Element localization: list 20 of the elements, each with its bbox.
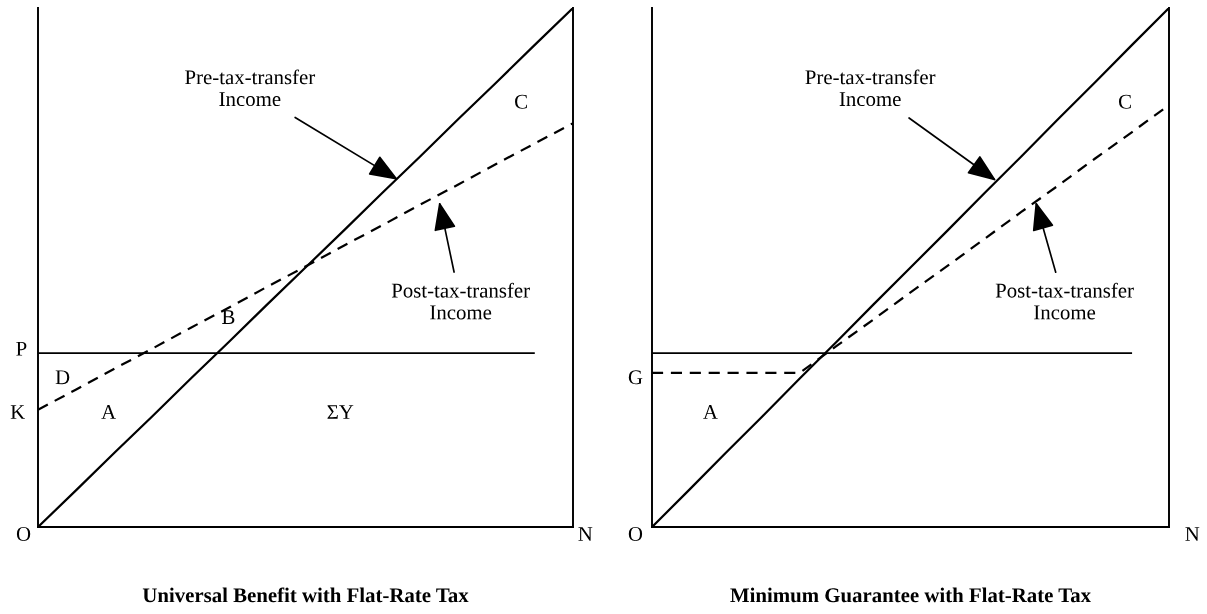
text: O xyxy=(16,527,31,542)
annotation: A xyxy=(703,405,718,419)
annotation: C xyxy=(515,94,527,109)
text: Universal Benefit with Flat-Rate Tax xyxy=(142,587,469,603)
text: G xyxy=(628,370,643,385)
annotation: B xyxy=(222,310,235,324)
annotation: A xyxy=(101,405,116,419)
text: K xyxy=(10,405,25,419)
annotation: ΣY xyxy=(327,405,354,419)
text: O xyxy=(628,527,643,542)
annotation: Pre-tax-transfer Income xyxy=(185,69,316,107)
text: N xyxy=(578,527,593,541)
annotation: C xyxy=(1118,94,1131,109)
text: N xyxy=(1185,527,1200,541)
annotation: Post-tax-transfer Income xyxy=(391,282,530,320)
text: Minimum Guarantee with Flat-Rate Tax xyxy=(730,587,1091,603)
annotation: Post-tax-transfer Income xyxy=(995,282,1134,320)
text: P xyxy=(16,341,27,356)
annotation: Pre-tax-transfer Income xyxy=(805,69,936,107)
annotation: D xyxy=(55,370,70,385)
